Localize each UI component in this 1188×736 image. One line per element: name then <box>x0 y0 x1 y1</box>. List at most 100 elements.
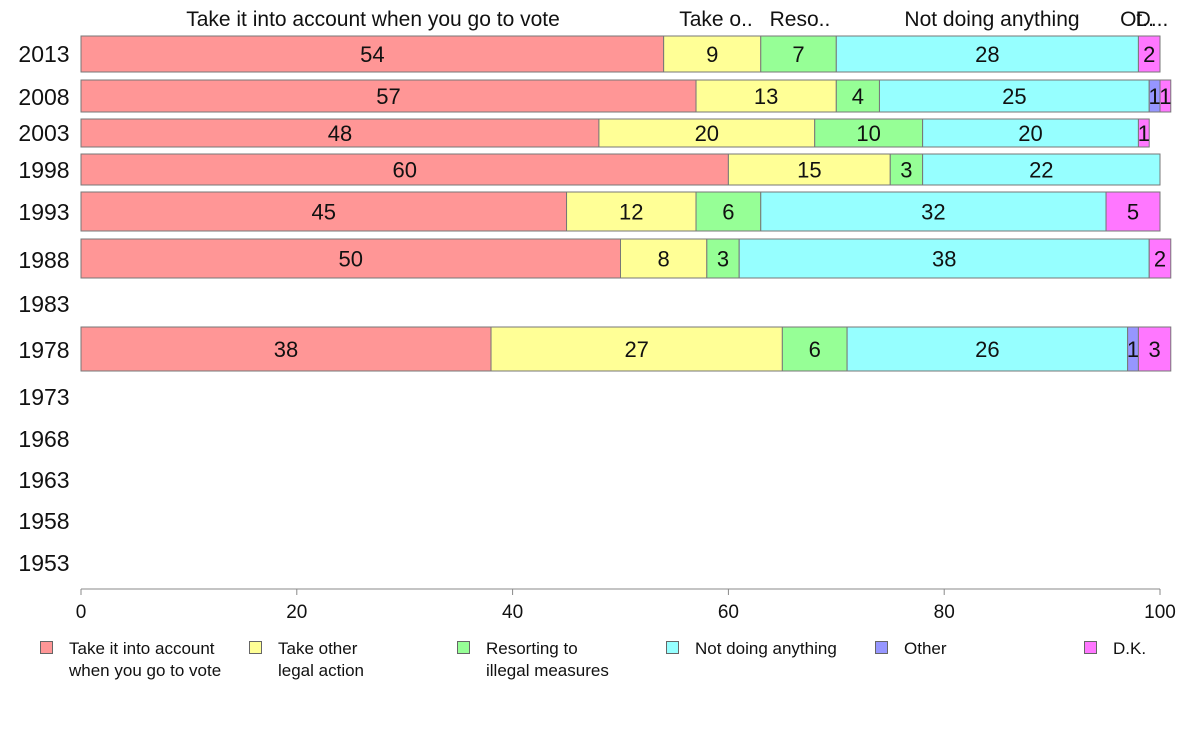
data-label: 2 <box>1143 42 1155 67</box>
data-label: 28 <box>975 42 999 67</box>
top-series-label: Not doing anything <box>904 8 1079 31</box>
bar-segment <box>663 35 762 73</box>
data-label: 27 <box>624 337 648 362</box>
bar-segment <box>80 326 492 372</box>
bar-segment <box>620 238 708 279</box>
data-label: 2 <box>1154 247 1166 272</box>
top-series-label: Take it into account when you go to vote <box>186 8 560 31</box>
bar-segment <box>781 326 848 372</box>
data-label: 54 <box>360 42 384 67</box>
data-label: 9 <box>706 42 718 67</box>
data-label: 48 <box>328 121 352 146</box>
data-label: 20 <box>695 121 719 146</box>
bar-segment <box>846 326 1129 372</box>
data-label: 6 <box>809 337 821 362</box>
stacked-bar-chart: Take it into account when you go to vote… <box>18 8 1175 623</box>
bar-segment <box>922 118 1139 148</box>
category-label: 1983 <box>18 291 69 317</box>
data-label: 3 <box>1148 337 1160 362</box>
category-label: 1973 <box>18 384 69 410</box>
bar-segment <box>566 191 697 232</box>
legend-swatch <box>1084 641 1097 654</box>
data-label: 25 <box>1002 84 1026 109</box>
x-tick-label: 40 <box>502 602 523 623</box>
bar-segment <box>695 191 762 232</box>
x-tick-label: 0 <box>76 602 87 623</box>
legend-item: Other <box>875 638 947 660</box>
legend-swatch <box>457 641 470 654</box>
bar-segment <box>1159 79 1172 113</box>
category-label: 2008 <box>18 84 69 110</box>
data-label: 1 <box>1148 84 1160 109</box>
data-label: 15 <box>797 158 821 183</box>
bar-segment <box>1137 118 1150 148</box>
data-label: 38 <box>274 337 298 362</box>
x-tick-label: 60 <box>718 602 739 623</box>
data-label: 12 <box>619 200 643 225</box>
legend-label: Take other legal action <box>278 639 365 680</box>
legend-item: Resorting to illegal measures <box>457 638 609 682</box>
data-label: 20 <box>1018 121 1042 146</box>
bar-segment <box>695 79 837 113</box>
data-label: 5 <box>1127 200 1139 225</box>
bar-segment <box>1137 35 1161 73</box>
data-label: 1 <box>1159 84 1171 109</box>
data-label: 45 <box>312 200 336 225</box>
category-label: 1953 <box>18 550 69 576</box>
top-series-label: D... <box>1136 8 1169 31</box>
category-label: 1998 <box>18 157 69 183</box>
data-label: 4 <box>852 84 864 109</box>
bar-segment <box>814 118 924 148</box>
data-label: 1 <box>1138 121 1150 146</box>
category-label: 1958 <box>18 508 69 534</box>
legend-item: Take other legal action <box>249 638 364 682</box>
data-label: 26 <box>975 337 999 362</box>
bar-segment <box>878 79 1150 113</box>
x-tick-label: 80 <box>934 602 955 623</box>
bar-segment <box>760 191 1107 232</box>
category-label: 1968 <box>18 426 69 452</box>
legend-label: Take it into account when you go to vote <box>69 639 222 680</box>
legend-item: Not doing anything <box>666 638 837 660</box>
category-label: 1978 <box>18 337 69 363</box>
top-series-label: Ot.. <box>1120 8 1154 31</box>
data-label: 32 <box>921 200 945 225</box>
bar-segment <box>490 326 783 372</box>
legend-label: Not doing anything <box>695 639 837 658</box>
bar-segment <box>80 238 621 279</box>
data-label: 60 <box>392 158 416 183</box>
bar-segment <box>706 238 740 279</box>
top-series-label: Take o.. <box>679 8 753 31</box>
legend-swatch <box>875 641 888 654</box>
bar-segment <box>727 153 891 186</box>
x-tick-label: 20 <box>286 602 307 623</box>
data-label: 7 <box>792 42 804 67</box>
bar-segment <box>80 79 697 113</box>
data-label: 8 <box>658 247 670 272</box>
category-label: 1963 <box>18 467 69 493</box>
bar-segment <box>1148 238 1172 279</box>
data-label: 38 <box>932 247 956 272</box>
legend-swatch <box>249 641 262 654</box>
bar-segment <box>922 153 1161 186</box>
category-label: 2003 <box>18 120 69 146</box>
data-label: 50 <box>339 247 363 272</box>
data-label: 1 <box>1127 337 1139 362</box>
bar-segment <box>1105 191 1161 232</box>
data-label: 10 <box>856 121 880 146</box>
category-label: 2013 <box>18 41 69 67</box>
bar-segment <box>889 153 924 186</box>
category-label: 1993 <box>18 199 69 225</box>
data-label: 3 <box>717 247 729 272</box>
data-label: 3 <box>900 158 912 183</box>
legend-swatch <box>40 641 53 654</box>
legend-label: Resorting to illegal measures <box>486 639 609 680</box>
chart-legend: Take it into account when you go to vote… <box>0 636 1188 696</box>
legend-swatch <box>666 641 679 654</box>
category-label: 1988 <box>18 247 69 273</box>
data-label: 57 <box>376 84 400 109</box>
legend-label: D.K. <box>1113 639 1147 658</box>
legend-item: D.K. <box>1084 638 1146 660</box>
bar-segment <box>80 118 600 148</box>
bar-segment <box>835 79 880 113</box>
